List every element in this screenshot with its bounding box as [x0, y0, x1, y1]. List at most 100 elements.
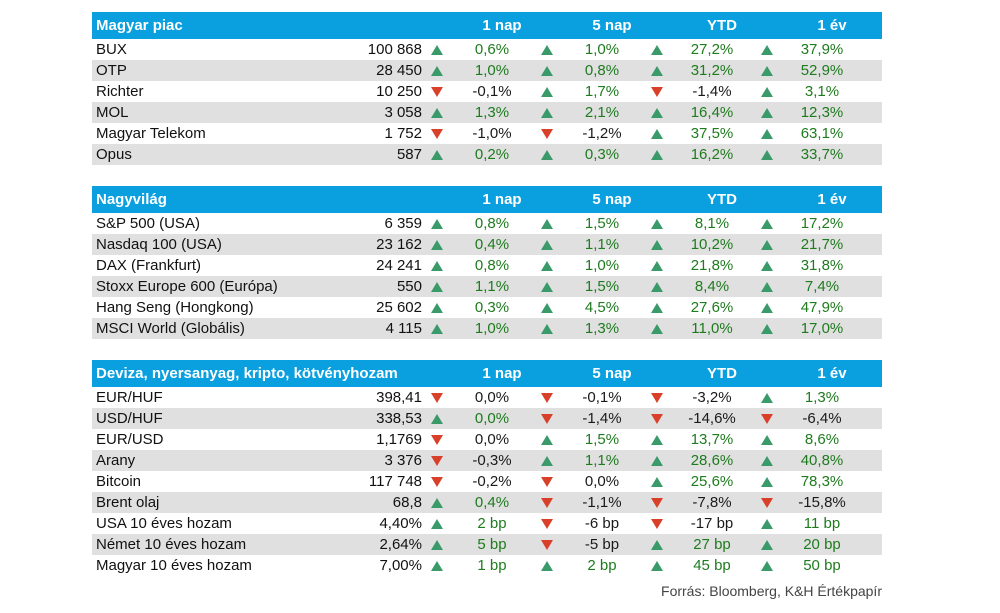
change-value: -0,1% — [472, 83, 512, 100]
up-arrow-icon — [752, 128, 782, 139]
change-value: 13,7% — [690, 431, 734, 448]
up-arrow-icon — [642, 149, 672, 160]
triangle-down-icon — [651, 392, 663, 403]
triangle-up-icon — [761, 218, 773, 229]
row-value: 7,00% — [379, 557, 422, 574]
up-arrow-icon — [752, 281, 782, 292]
table-row: Bitcoin 117 748 -0,2% 0,0% 25,6% 78,3% — [92, 471, 882, 492]
change-value: 0,2% — [474, 146, 510, 163]
triangle-down-icon — [651, 86, 663, 97]
down-arrow-icon — [532, 476, 562, 487]
triangle-down-icon — [541, 518, 553, 529]
change-value: 0,4% — [474, 494, 510, 511]
up-arrow-icon — [752, 476, 782, 487]
row-value: 24 241 — [376, 257, 422, 274]
table-row: Stoxx Europe 600 (Európa) 550 1,1% 1,5% 8,4%… — [92, 276, 882, 297]
table-row: USA 10 éves hozam 4,40% 2 bp -6 bp -17 bp 11 … — [92, 513, 882, 534]
row-name: Német 10 éves hozam — [96, 536, 247, 553]
column-header: 1 nap — [482, 365, 522, 382]
down-arrow-icon — [532, 518, 562, 529]
row-value: 117 748 — [368, 473, 422, 490]
up-arrow-icon — [642, 260, 672, 271]
table-row: MSCI World (Globális) 4 115 1,0% 1,3% 11,0% 1… — [92, 318, 882, 339]
triangle-down-icon — [541, 476, 553, 487]
row-name: Brent olaj — [96, 494, 160, 511]
up-arrow-icon — [642, 65, 672, 76]
triangle-up-icon — [431, 323, 443, 334]
up-arrow-icon — [532, 86, 562, 97]
row-value: 6 359 — [384, 215, 422, 232]
row-value: 23 162 — [376, 236, 422, 253]
row-name: USA 10 éves hozam — [96, 515, 232, 532]
triangle-up-icon — [651, 218, 663, 229]
triangle-up-icon — [541, 323, 553, 334]
triangle-up-icon — [761, 239, 773, 250]
up-arrow-icon — [752, 239, 782, 250]
up-arrow-icon — [422, 518, 452, 529]
triangle-up-icon — [541, 65, 553, 76]
up-arrow-icon — [532, 218, 562, 229]
triangle-up-icon — [651, 128, 663, 139]
triangle-down-icon — [651, 518, 663, 529]
change-value: 4,5% — [584, 299, 620, 316]
triangle-down-icon — [431, 392, 443, 403]
triangle-down-icon — [431, 476, 443, 487]
change-value: 20 bp — [803, 536, 841, 553]
change-value: 28,6% — [690, 452, 734, 469]
change-value: 16,2% — [690, 146, 734, 163]
row-name: Stoxx Europe 600 (Európa) — [96, 278, 278, 295]
row-value: 550 — [396, 278, 422, 295]
row-value: 2,64% — [379, 536, 422, 553]
change-value: -1,1% — [582, 494, 622, 511]
triangle-up-icon — [541, 302, 553, 313]
triangle-up-icon — [431, 413, 443, 424]
change-value: 45 bp — [693, 557, 731, 574]
up-arrow-icon — [422, 302, 452, 313]
triangle-up-icon — [431, 497, 443, 508]
row-name: USD/HUF — [96, 410, 163, 427]
triangle-up-icon — [541, 560, 553, 571]
up-arrow-icon — [752, 539, 782, 550]
up-arrow-icon — [752, 434, 782, 445]
up-arrow-icon — [422, 539, 452, 550]
down-arrow-icon — [642, 518, 672, 529]
triangle-up-icon — [541, 44, 553, 55]
triangle-down-icon — [431, 128, 443, 139]
down-arrow-icon — [422, 128, 452, 139]
row-value: 10 250 — [376, 83, 422, 100]
change-value: 1,0% — [584, 257, 620, 274]
triangle-up-icon — [761, 392, 773, 403]
up-arrow-icon — [422, 260, 452, 271]
change-value: -0,3% — [472, 452, 512, 469]
triangle-up-icon — [651, 323, 663, 334]
up-arrow-icon — [642, 302, 672, 313]
change-value: 5 bp — [477, 536, 507, 553]
triangle-down-icon — [541, 497, 553, 508]
up-arrow-icon — [752, 65, 782, 76]
up-arrow-icon — [642, 476, 672, 487]
triangle-up-icon — [431, 302, 443, 313]
change-value: 27,6% — [690, 299, 734, 316]
change-value: 0,8% — [474, 257, 510, 274]
table-row: OTP 28 450 1,0% 0,8% 31,2% 52,9% — [92, 60, 882, 81]
triangle-up-icon — [431, 239, 443, 250]
down-arrow-icon — [532, 392, 562, 403]
triangle-up-icon — [761, 539, 773, 550]
table-row: Magyar 10 éves hozam 7,00% 1 bp 2 bp 45 bp 50… — [92, 555, 882, 576]
row-value: 68,8 — [392, 494, 422, 511]
change-value: 16,4% — [690, 104, 734, 121]
column-header: 1 év — [817, 365, 847, 382]
change-value: 0,0% — [474, 431, 510, 448]
table-section: Nagyvilág 1 nap 5 nap YTD 1 év S&P 500 (USA) 6… — [92, 186, 882, 339]
up-arrow-icon — [422, 323, 452, 334]
up-arrow-icon — [752, 218, 782, 229]
down-arrow-icon — [752, 413, 782, 424]
triangle-down-icon — [651, 497, 663, 508]
change-value: -14,6% — [688, 410, 736, 427]
row-value: 1,1769 — [376, 431, 422, 448]
change-value: 0,3% — [584, 146, 620, 163]
up-arrow-icon — [752, 107, 782, 118]
triangle-down-icon — [431, 86, 443, 97]
row-value: 338,53 — [376, 410, 422, 427]
triangle-up-icon — [651, 455, 663, 466]
